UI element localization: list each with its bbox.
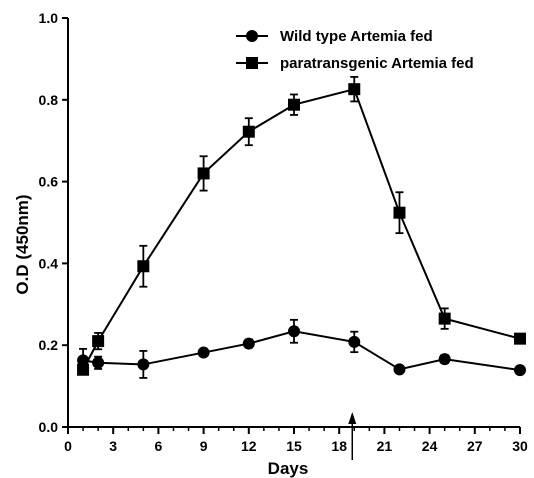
data-point bbox=[197, 167, 210, 180]
x-axis-title: Days bbox=[268, 459, 309, 478]
data-point bbox=[242, 125, 255, 138]
series-line bbox=[82, 87, 521, 371]
y-axis-title: O.D (450nm) bbox=[13, 194, 32, 294]
data-point bbox=[77, 363, 90, 376]
axes-group: 0.0 0.2 0.4 0.6 0.8 1.0 0 3 6 9 12 15 18 21 24 27 30 bbox=[39, 10, 528, 454]
legend-label: paratransgenic Artemia fed bbox=[280, 55, 474, 72]
data-point bbox=[514, 364, 526, 377]
data-point bbox=[197, 346, 210, 359]
data-point bbox=[137, 358, 150, 371]
y-tick-label: 0.6 bbox=[39, 174, 59, 190]
data-point bbox=[438, 312, 451, 325]
y-tick-label: 0.2 bbox=[39, 337, 59, 353]
data-point bbox=[92, 356, 105, 369]
x-tick-label: 3 bbox=[109, 438, 117, 454]
y-tick-label: 0.4 bbox=[39, 255, 59, 271]
data-point bbox=[393, 363, 406, 376]
data-point bbox=[92, 335, 105, 348]
y-tick-label: 1.0 bbox=[39, 10, 59, 26]
y-tick-label: 0.8 bbox=[39, 92, 59, 108]
x-tick-label: 12 bbox=[241, 438, 257, 454]
x-tick-label: 24 bbox=[422, 438, 438, 454]
data-point bbox=[514, 332, 526, 345]
data-point bbox=[438, 353, 451, 366]
arrow-annotation bbox=[348, 412, 357, 460]
x-tick-label: 18 bbox=[331, 438, 347, 454]
x-tick-label: 6 bbox=[155, 438, 163, 454]
series-2 bbox=[77, 75, 526, 376]
legend: Wild type Artemia fed paratransgenic Arte… bbox=[236, 28, 474, 72]
y-tick-label: 0.0 bbox=[39, 419, 59, 435]
data-point bbox=[137, 260, 150, 273]
x-tick-label: 9 bbox=[200, 438, 208, 454]
legend-item-2: paratransgenic Artemia fed bbox=[236, 55, 474, 72]
data-point bbox=[288, 98, 300, 111]
data-point bbox=[393, 206, 406, 219]
series-1 bbox=[77, 318, 526, 379]
x-tick-label: 15 bbox=[286, 438, 302, 454]
legend-item-1: Wild type Artemia fed bbox=[236, 28, 433, 45]
data-point bbox=[348, 335, 361, 348]
data-point bbox=[348, 83, 361, 96]
x-tick-label: 21 bbox=[377, 438, 393, 454]
arrow-head bbox=[348, 412, 357, 424]
x-tick-label: 27 bbox=[467, 438, 483, 454]
data-point bbox=[288, 325, 300, 338]
x-tick-label: 30 bbox=[512, 438, 528, 454]
legend-marker bbox=[246, 30, 258, 42]
legend-marker bbox=[246, 57, 258, 69]
series-line bbox=[82, 330, 521, 372]
x-tick-label: 0 bbox=[64, 438, 72, 454]
data-point bbox=[242, 337, 255, 350]
series-group bbox=[77, 75, 526, 460]
legend-label: Wild type Artemia fed bbox=[280, 28, 433, 45]
